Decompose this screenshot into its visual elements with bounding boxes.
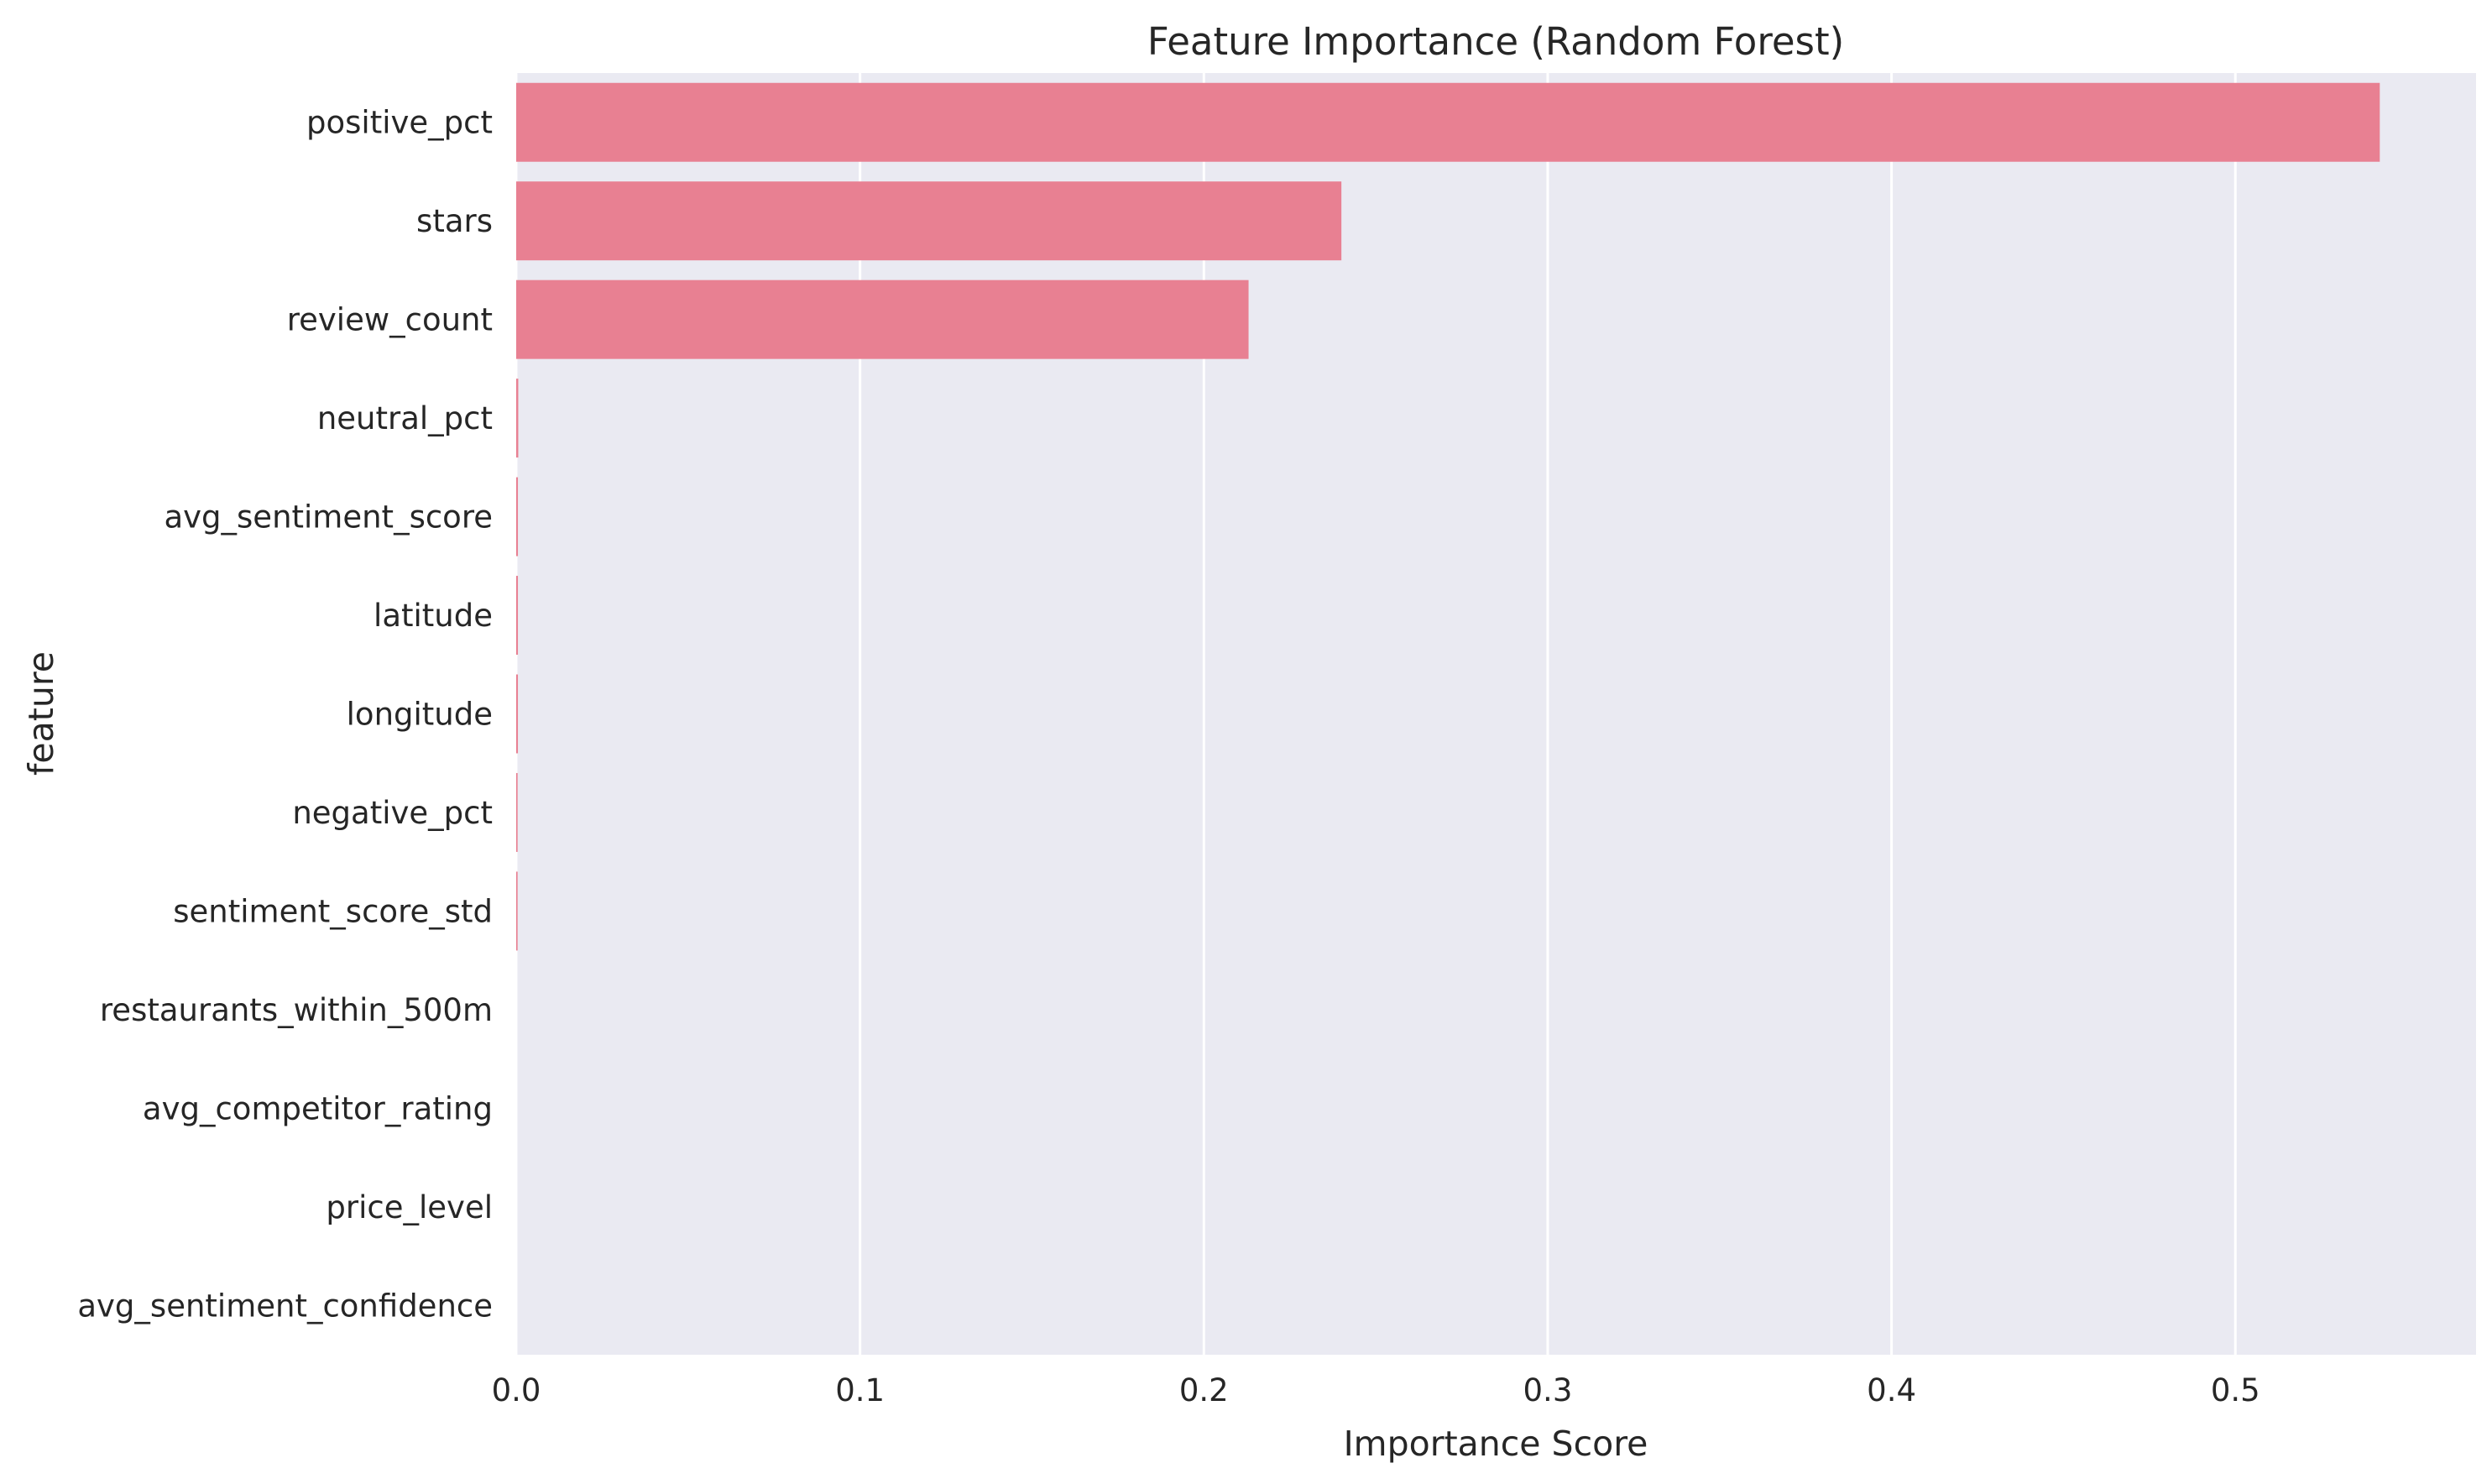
x-tick-label: 0.5 [2211,1372,2260,1408]
bar-negative-pct [516,772,518,852]
bars [516,82,2380,951]
bar-stars [516,181,1342,261]
chart-title: Feature Importance (Random Forest) [1147,19,1844,64]
x-tick-labels: 0.0 0.1 0.2 0.3 0.4 0.5 [492,1372,2260,1408]
y-tick-label: price_level [326,1189,493,1225]
bar-longitude [516,674,519,754]
x-tick-label: 0.0 [492,1372,541,1408]
y-tick-label: sentiment_score_std [173,893,493,929]
y-tick-label: avg_sentiment_score [164,499,493,536]
bar-latitude [516,576,519,656]
y-tick-label: latitude [374,598,493,634]
y-tick-label: negative_pct [292,795,493,831]
y-tick-label: review_count [287,302,493,338]
y-tick-label: restaurants_within_500m [100,992,493,1028]
bar-neutral-pct [516,379,519,458]
x-tick-label: 0.4 [1867,1372,1916,1408]
bar-sentiment-score-std [516,871,518,951]
bar-avg-sentiment-score [516,477,519,556]
plot-area-background [516,73,2476,1355]
bar-positive-pct [516,82,2380,162]
x-tick-label: 0.3 [1523,1372,1573,1408]
x-tick-label: 0.2 [1179,1372,1229,1408]
y-tick-label: longitude [347,697,493,733]
y-tick-label: avg_competitor_rating [143,1090,493,1126]
y-tick-label: stars [416,203,493,239]
x-tick-label: 0.1 [835,1372,885,1408]
x-axis-label: Importance Score [1344,1424,1648,1464]
y-tick-label: avg_sentiment_confidence [77,1288,493,1324]
y-tick-label: positive_pct [306,105,493,141]
y-tick-label: neutral_pct [317,400,493,436]
y-axis-label: feature [21,651,61,776]
bar-review-count [516,280,1249,359]
